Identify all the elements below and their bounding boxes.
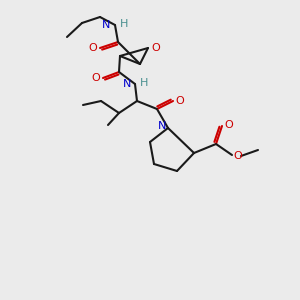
Text: O: O [225,120,233,130]
Text: O: O [88,43,98,53]
Text: O: O [176,96,184,106]
Text: N: N [123,79,131,89]
Text: O: O [234,151,242,161]
Text: N: N [102,20,110,30]
Text: H: H [120,19,128,29]
Text: O: O [152,43,160,53]
Text: O: O [92,73,100,83]
Text: H: H [140,78,148,88]
Text: N: N [158,121,166,131]
